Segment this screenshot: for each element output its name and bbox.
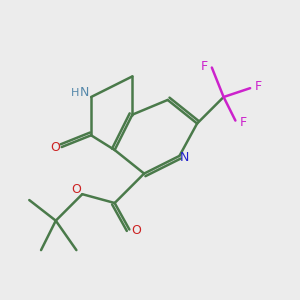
Text: O: O	[131, 224, 141, 238]
Text: F: F	[240, 116, 247, 128]
Text: N: N	[180, 151, 189, 164]
Text: O: O	[71, 183, 81, 196]
Text: O: O	[50, 141, 60, 154]
Text: N: N	[80, 86, 89, 99]
Text: F: F	[201, 60, 208, 73]
Text: H: H	[71, 88, 79, 98]
Text: F: F	[255, 80, 262, 93]
